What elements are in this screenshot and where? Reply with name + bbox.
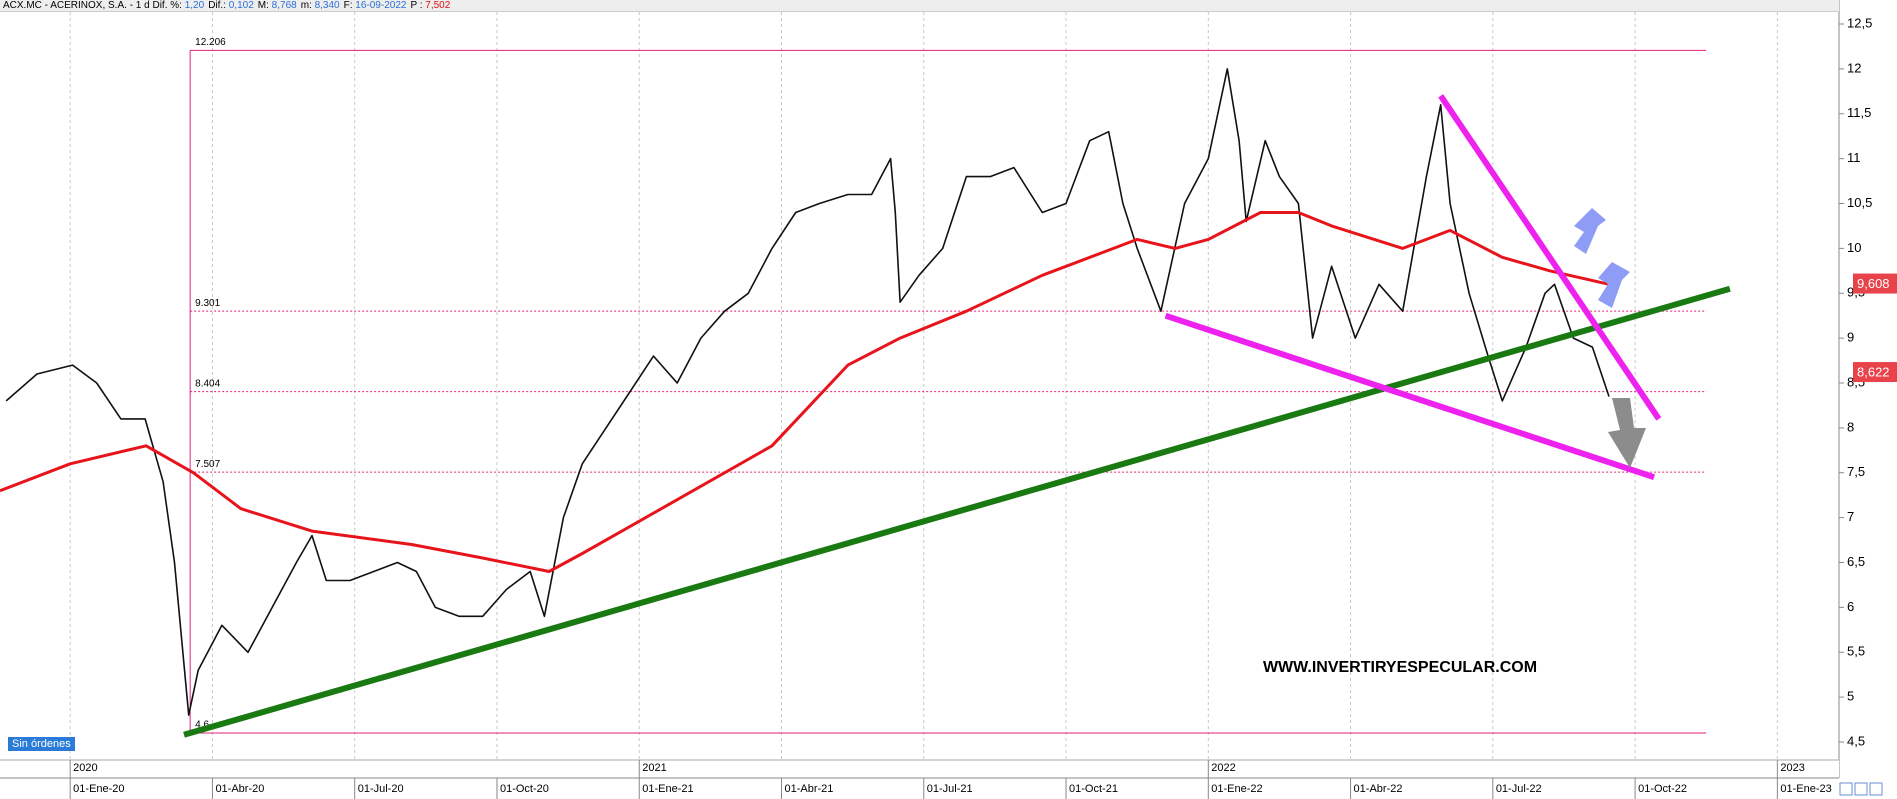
y-tick-label: 12 — [1847, 60, 1861, 75]
x-tick-label: 01-Ene-23 — [1780, 783, 1831, 795]
price-line — [5, 68, 1610, 716]
y-tick-label: 7,5 — [1847, 464, 1865, 479]
fib-label: 8.404 — [195, 378, 220, 389]
field-label: F: — [343, 0, 353, 11]
symbol: ACX.MC - ACERINOX, S.A. - 1 d — [3, 0, 150, 11]
y-tick-label: 12,5 — [1847, 15, 1872, 30]
field-label: M: — [257, 0, 269, 11]
x-tick-label: 01-Jul-21 — [927, 783, 973, 795]
field-value: 16-09-2022 — [355, 0, 407, 11]
trendline — [183, 285, 1731, 738]
y-tick-label: 7 — [1847, 509, 1854, 524]
y-tick-label: 11 — [1847, 150, 1861, 165]
year-tick-label: 2021 — [642, 762, 666, 774]
year-tick-label: 2022 — [1211, 762, 1235, 774]
field-label: m: — [300, 0, 312, 11]
header: ACX.MC - ACERINOX, S.A. - 1 d Dif. %: 1,… — [0, 0, 1839, 12]
status-badge[interactable]: Sin órdenes — [8, 737, 75, 751]
year-tick-label: 2023 — [1780, 762, 1804, 774]
x-tick-label: 01-Jul-22 — [1496, 783, 1542, 795]
y-tick-label: 8 — [1847, 419, 1854, 434]
arrow — [1598, 262, 1630, 308]
x-tick-label: 01-Oct-22 — [1638, 783, 1687, 795]
y-tick-label: 6 — [1847, 599, 1854, 614]
field-value: 7,502 — [425, 0, 451, 11]
field-label: Dif.: — [208, 0, 226, 11]
date-axis-bg — [0, 760, 1839, 799]
x-tick-label: 01-Jul-20 — [358, 783, 404, 795]
field-label: P : — [410, 0, 423, 11]
fib-label: 9.301 — [195, 298, 220, 309]
field-value: 8,340 — [314, 0, 340, 11]
field-value: 1,20 — [184, 0, 205, 11]
moving-average — [0, 211, 1610, 573]
trendline — [1164, 312, 1656, 481]
price-badge-label: 8,622 — [1857, 364, 1890, 379]
icon[interactable] — [1839, 782, 1853, 796]
icon[interactable] — [1854, 782, 1868, 796]
price-badge — [1853, 273, 1897, 294]
y-tick-label: 5,5 — [1847, 644, 1865, 659]
arrows — [1574, 208, 1646, 468]
toolbar-icons — [1839, 782, 1883, 796]
y-tick-label: 9 — [1847, 330, 1854, 345]
price-badge — [1853, 362, 1897, 383]
x-tick-label: 01-Abr-22 — [1354, 783, 1403, 795]
arrow — [1574, 208, 1606, 254]
field-value: 8,768 — [271, 0, 297, 11]
y-tick-label: 4,5 — [1847, 733, 1865, 748]
y-tick-label: 6,5 — [1847, 554, 1865, 569]
field-value: 0,102 — [228, 0, 254, 11]
y-tick-label: 10 — [1847, 240, 1861, 255]
icon[interactable] — [1869, 782, 1883, 796]
fib-label: 12.206 — [195, 37, 226, 48]
x-tick-label: 01-Ene-22 — [1211, 783, 1262, 795]
x-tick-label: 01-Abr-20 — [215, 783, 264, 795]
x-tick-label: 01-Ene-21 — [642, 783, 693, 795]
arrow — [1608, 398, 1646, 468]
trendline — [1438, 94, 1662, 421]
y-tick-label: 11,5 — [1847, 105, 1871, 120]
fib-label: 4.6 — [195, 720, 209, 731]
x-tick-label: 01-Oct-20 — [500, 783, 549, 795]
y-tick-label: 5 — [1847, 689, 1854, 704]
x-tick-label: 01-Ene-20 — [73, 783, 124, 795]
watermark: WWW.INVERTIRYESPECULAR.COM — [1263, 659, 1537, 676]
x-tick-label: 01-Oct-21 — [1069, 783, 1118, 795]
field-label: Dif. %: — [152, 0, 182, 11]
price-axis-bg — [1839, 0, 1897, 799]
fib-label: 7.507 — [195, 459, 220, 470]
x-tick-label: 01-Abr-21 — [785, 783, 834, 795]
price-badge-label: 9,608 — [1857, 276, 1890, 291]
year-tick-label: 2020 — [73, 762, 97, 774]
y-tick-label: 10,5 — [1847, 195, 1872, 210]
